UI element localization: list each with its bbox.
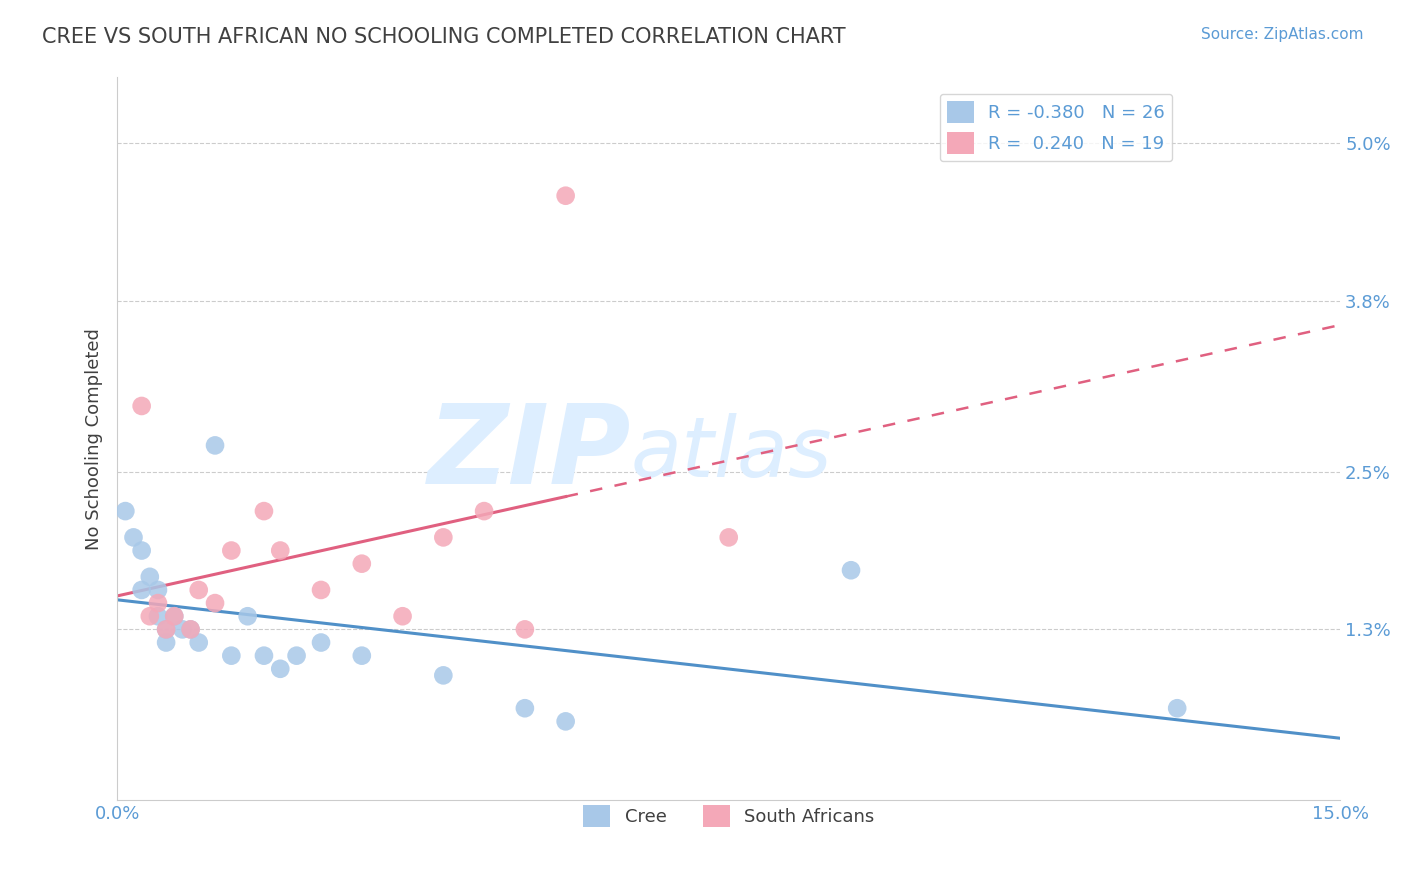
Point — [513, 623, 536, 637]
Point — [236, 609, 259, 624]
Point — [717, 530, 740, 544]
Y-axis label: No Schooling Completed: No Schooling Completed — [86, 328, 103, 549]
Point — [131, 543, 153, 558]
Point — [131, 399, 153, 413]
Point — [432, 668, 454, 682]
Point — [554, 188, 576, 202]
Point — [350, 557, 373, 571]
Point — [472, 504, 495, 518]
Point — [180, 623, 202, 637]
Point — [204, 596, 226, 610]
Text: Source: ZipAtlas.com: Source: ZipAtlas.com — [1201, 27, 1364, 42]
Point — [309, 635, 332, 649]
Point — [350, 648, 373, 663]
Point — [180, 623, 202, 637]
Text: CREE VS SOUTH AFRICAN NO SCHOOLING COMPLETED CORRELATION CHART: CREE VS SOUTH AFRICAN NO SCHOOLING COMPL… — [42, 27, 846, 46]
Point — [391, 609, 413, 624]
Legend: Cree, South Africans: Cree, South Africans — [576, 798, 882, 835]
Point — [285, 648, 308, 663]
Point — [163, 609, 186, 624]
Point — [155, 623, 177, 637]
Point — [269, 662, 291, 676]
Point — [432, 530, 454, 544]
Point — [839, 563, 862, 577]
Point — [163, 609, 186, 624]
Point — [139, 570, 162, 584]
Point — [114, 504, 136, 518]
Text: atlas: atlas — [631, 413, 832, 494]
Text: ZIP: ZIP — [427, 400, 631, 507]
Point — [172, 623, 194, 637]
Point — [221, 543, 243, 558]
Point — [269, 543, 291, 558]
Point — [139, 609, 162, 624]
Point — [253, 504, 276, 518]
Point — [253, 648, 276, 663]
Point — [146, 596, 169, 610]
Point — [155, 623, 177, 637]
Point — [309, 582, 332, 597]
Point — [122, 530, 145, 544]
Point — [187, 635, 209, 649]
Point — [513, 701, 536, 715]
Point — [146, 582, 169, 597]
Point — [554, 714, 576, 729]
Point — [1166, 701, 1188, 715]
Point — [204, 438, 226, 452]
Point — [131, 582, 153, 597]
Point — [221, 648, 243, 663]
Point — [146, 609, 169, 624]
Point — [155, 635, 177, 649]
Point — [187, 582, 209, 597]
